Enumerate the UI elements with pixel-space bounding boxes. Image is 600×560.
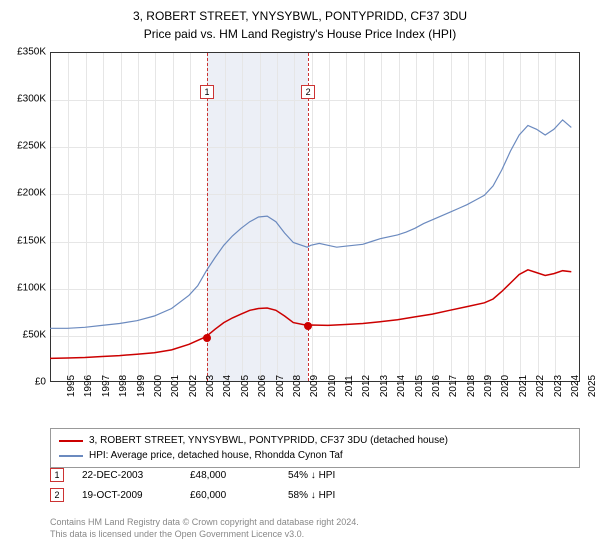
legend-swatch [59, 440, 83, 442]
chart-subtitle: Price paid vs. HM Land Registry's House … [0, 25, 600, 41]
legend-box: 3, ROBERT STREET, YNYSYBWL, PONTYPRIDD, … [50, 428, 580, 468]
legend-row: HPI: Average price, detached house, Rhon… [59, 448, 571, 463]
legend-row: 3, ROBERT STREET, YNYSYBWL, PONTYPRIDD, … [59, 433, 571, 448]
sale-vs-hpi: 54% ↓ HPI [288, 470, 580, 481]
footer-line-2: This data is licensed under the Open Gov… [50, 528, 580, 540]
sale-price: £48,000 [190, 470, 270, 481]
sale-date: 19-OCT-2009 [82, 490, 172, 501]
x-tick-label: 2025 [571, 375, 598, 397]
line-series-svg [50, 52, 580, 382]
sale-vs-hpi: 58% ↓ HPI [288, 490, 580, 501]
legend-swatch [59, 455, 83, 457]
sale-row: 1 22-DEC-2003 £48,000 54% ↓ HPI [50, 468, 580, 482]
y-tick-label: £0 [1, 377, 46, 388]
sale-row-marker: 2 [50, 488, 64, 502]
y-tick-label: £150K [1, 235, 46, 246]
series-hpi [50, 120, 571, 328]
y-tick-label: £100K [1, 282, 46, 293]
footer-line-1: Contains HM Land Registry data © Crown c… [50, 516, 580, 528]
sale-date: 22-DEC-2003 [82, 470, 172, 481]
y-tick-label: £300K [1, 94, 46, 105]
chart-area: 12 £0£50K£100K£150K£200K£250K£300K£350K1… [50, 52, 580, 382]
y-tick-label: £50K [1, 329, 46, 340]
sale-row-marker: 1 [50, 468, 64, 482]
series-property_price [50, 270, 571, 359]
legend-label: HPI: Average price, detached house, Rhon… [89, 448, 343, 463]
y-tick-label: £200K [1, 188, 46, 199]
sale-row: 2 19-OCT-2009 £60,000 58% ↓ HPI [50, 488, 580, 502]
y-tick-label: £250K [1, 141, 46, 152]
sale-records: 1 22-DEC-2003 £48,000 54% ↓ HPI 2 19-OCT-2009… [50, 468, 580, 508]
y-tick-label: £350K [1, 47, 46, 58]
attribution-footer: Contains HM Land Registry data © Crown c… [50, 516, 580, 540]
sale-price: £60,000 [190, 490, 270, 501]
legend-label: 3, ROBERT STREET, YNYSYBWL, PONTYPRIDD, … [89, 433, 448, 448]
chart-title: 3, ROBERT STREET, YNYSYBWL, PONTYPRIDD, … [0, 0, 600, 25]
